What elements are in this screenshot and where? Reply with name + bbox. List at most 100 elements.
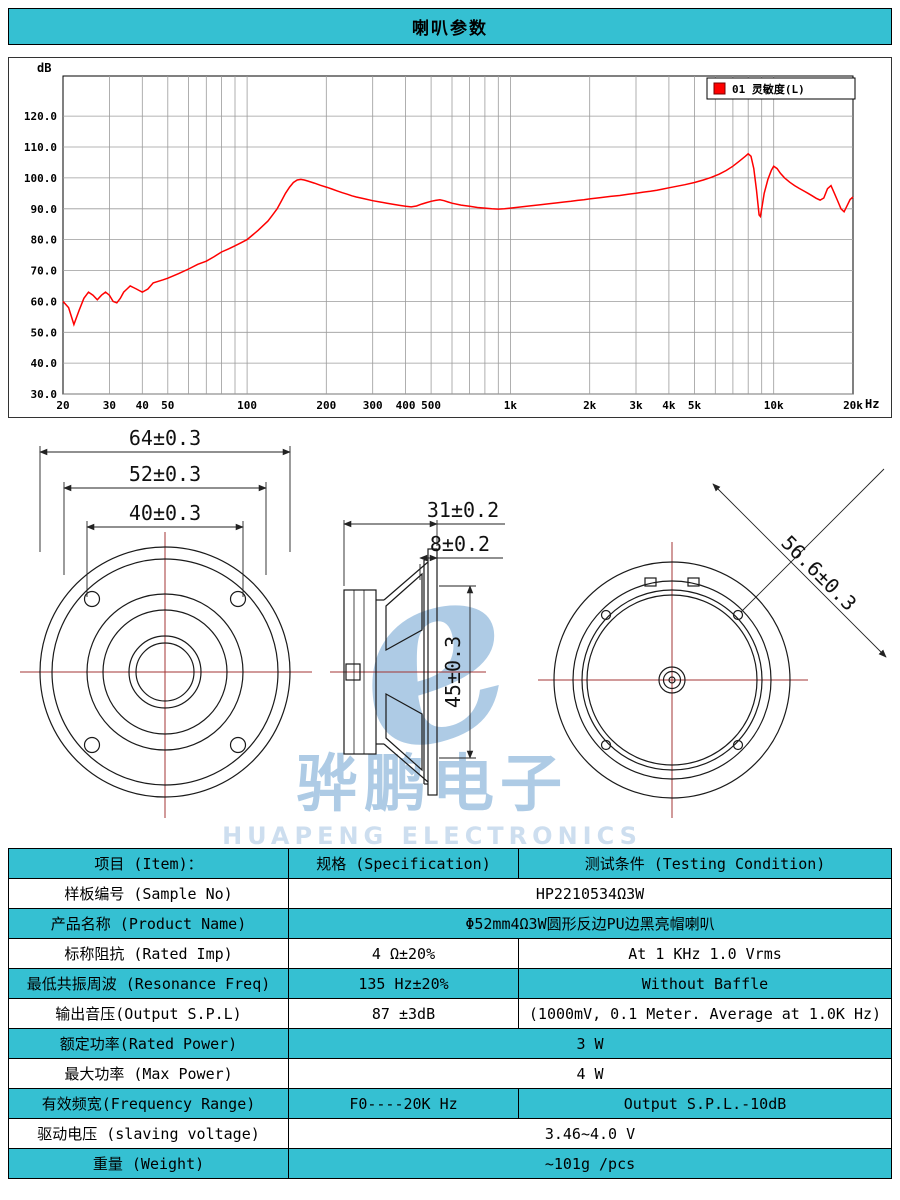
rivet [600,609,612,621]
speaker-flange-outer [39,546,291,798]
x-tick-label: 50 [161,399,174,412]
spec-table: 项目 (Item)： 规格 (Specification) 测试条件 (Testin… [8,848,892,1179]
mounting-hole [229,590,247,608]
x-tick-label: 5k [688,399,702,412]
table-row: 最低共振周波 (Resonance Freq) 135 Hz±20% Without… [8,968,892,999]
speaker-flange-inner [51,558,279,786]
x-tick-label: 200 [316,399,336,412]
table-cell: 4 Ω±20% [288,938,519,969]
cone-profile-bottom [383,743,429,783]
x-tick-label: 40 [136,399,149,412]
rivet [732,739,744,751]
table-cell: At 1 KHz 1.0 Vrms [518,938,892,969]
x-tick-label: 400 [396,399,416,412]
x-tick-label: 500 [421,399,441,412]
table-cell: 最低共振周波 (Resonance Freq) [8,968,289,999]
table-row: 标称阻抗 (Rated Imp) 4 Ω±20% At 1 KHz 1.0 Vrms [8,938,892,969]
table-cell: Without Baffle [518,968,892,999]
table-cell: 87 ±3dB [288,998,519,1029]
y-tick-label: 60.0 [31,295,58,308]
table-row: 最大功率 (Max Power) 4 W [8,1058,892,1089]
y-tick-label: 40.0 [31,357,58,370]
mounting-flange-profile [427,548,438,796]
basket-window-bottom [385,692,423,772]
front-view-drawing: 64±0.3 52±0.3 40±0.3 [20,426,312,818]
table-header-row: 项目 (Item)： 规格 (Specification) 测试条件 (Testin… [8,848,892,879]
x-tick-label: 20 [56,399,69,412]
x-tick-label: 1k [504,399,518,412]
magnet-profile [343,589,377,755]
table-cell: F0----20K Hz [288,1088,519,1119]
table-cell: HP2210534Ω3W [288,878,892,909]
x-tick-label: 10k [764,399,784,412]
table-cell: 产品名称 (Product Name) [8,908,289,939]
table-row: 产品名称 (Product Name) Φ52mm4Ω3W圆形反边PU边黑亮帽喇叭 [8,908,892,939]
table-cell: Output S.P.L.-10dB [518,1088,892,1119]
frequency-response-chart: dB Hz 120.0 110.0 100.0 90.0 80.0 70.0 60.0 50.… [8,57,892,418]
back-basket-ring [581,589,763,771]
back-basket-ring-inner [586,594,758,766]
rivet [600,739,612,751]
table-cell: 驱动电压 (slaving voltage) [8,1118,289,1149]
dimension-label: 8±0.2 [430,532,490,556]
table-cell: 3.46~4.0 V [288,1118,892,1149]
x-tick-label: 100 [237,399,257,412]
x-tick-label: 20k [843,399,863,412]
x-tick-label: 3k [629,399,643,412]
x-axis-unit-label: Hz [865,397,879,411]
y-axis-unit-label: dB [37,61,51,75]
y-tick-label: 50.0 [31,326,58,339]
mounting-hole [83,736,101,754]
table-cell: 重量 (Weight) [8,1148,289,1179]
x-tick-label: 2k [583,399,597,412]
table-cell: 样板编号 (Sample No) [8,878,289,909]
mounting-hole [229,736,247,754]
chart-canvas: dB Hz 120.0 110.0 100.0 90.0 80.0 70.0 60.0 50.… [24,61,880,412]
drawings-canvas: e 骅鹏电子 HUAPENG ELECTRONICS 64±0.3 [20,426,887,850]
table-cell: 额定功率(Rated Power) [8,1028,289,1059]
table-cell: 4 W [288,1058,892,1089]
frequency-response-curve [62,152,854,327]
legend-label: 01 灵敏度(L) [732,82,805,96]
table-cell: (1000mV, 0.1 Meter. Average at 1.0K Hz) [518,998,892,1029]
dimension-label: 56.6±0.3 [776,531,861,616]
x-tick-label: 300 [363,399,383,412]
legend-box [706,77,856,100]
x-tick-label: 4k [662,399,676,412]
dimension-label: 45±0.3 [441,636,465,708]
back-ring [572,580,772,780]
terminal-tab [687,577,700,587]
page-title: 喇叭参数 [8,8,892,45]
dimension-label: 64±0.3 [129,426,201,450]
watermark-brand-en: HUAPENG ELECTRONICS [222,822,642,848]
table-row: 驱动电压 (slaving voltage) 3.46~4.0 V [8,1118,892,1149]
dimension-label: 40±0.3 [129,501,201,525]
column-header: 测试条件 (Testing Condition) [518,848,892,879]
table-row: 额定功率(Rated Power) 3 W [8,1028,892,1059]
table-row: 样板编号 (Sample No) HP2210534Ω3W [8,878,892,909]
y-tick-label: 80.0 [31,234,58,247]
dust-cap-outer [128,635,202,709]
dust-cap-inner [135,642,195,702]
watermark-brand-cn: 骅鹏电子 [296,747,568,820]
y-tick-label: 100.0 [24,172,57,185]
magnet-center-outer [658,666,686,694]
back-flange-outer [553,561,791,799]
basket-window-top [385,572,423,652]
terminal-tab [644,577,657,587]
plot-area [62,75,854,395]
table-cell: ~101g /pcs [288,1148,892,1179]
y-tick-label: 110.0 [24,141,57,154]
speaker-cone-edge [102,609,228,735]
mounting-hole [83,590,101,608]
cone-profile-top [383,561,429,601]
magnet-center-mid [662,670,682,690]
table-row: 重量 (Weight) ~101g /pcs [8,1148,892,1179]
chart-legend: 01 灵敏度(L) [706,77,856,100]
x-tick-label: 30 [103,399,116,412]
table-row: 输出音压(Output S.P.L) 87 ±3dB (1000mV, 0.1 Me… [8,998,892,1029]
table-cell: 135 Hz±20% [288,968,519,999]
dimension-label: 52±0.3 [129,462,201,486]
side-view-drawing: 31±0.2 8±0.2 45±0.3 [330,498,505,796]
y-tick-label: 120.0 [24,110,57,123]
